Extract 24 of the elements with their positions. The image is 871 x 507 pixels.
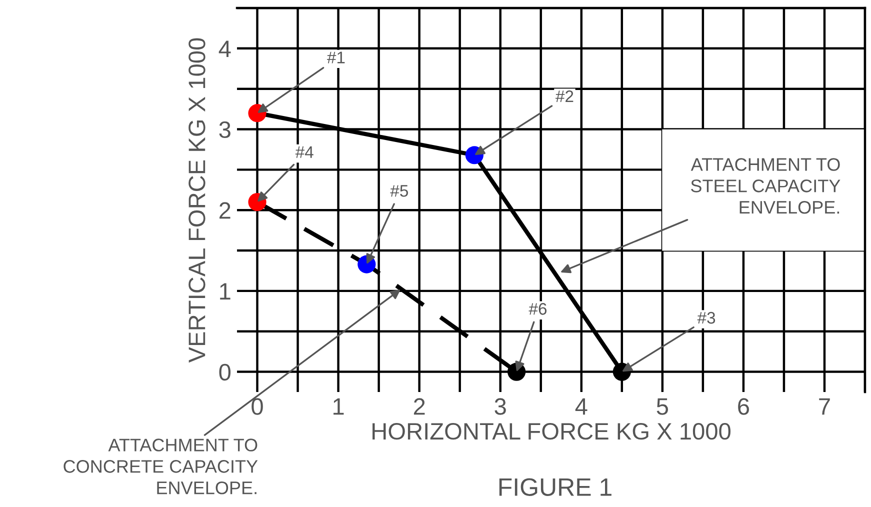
x-tick-label: 7: [819, 398, 830, 415]
annotation: #2: [556, 90, 574, 102]
x-tick-label: 0: [252, 398, 263, 415]
annotation: #1: [327, 52, 345, 64]
x-axis-title: HORIZONTAL FORCE KG X 1000: [372, 422, 730, 440]
annotation: #3: [697, 312, 716, 324]
annotation: ATTACHMENT TO STEEL CAPACITY ENVELOPE.: [690, 158, 840, 214]
annotation: ATTACHMENT TO CONCRETE CAPACITY ENVELOPE.: [64, 438, 258, 494]
x-tick-label: 5: [656, 398, 668, 415]
text: FIGURE 1: [499, 478, 612, 496]
annotation: #4: [295, 146, 314, 158]
y-tick-label: 3: [219, 121, 230, 138]
x-tick-label: 6: [738, 398, 749, 415]
annotation: #6: [528, 303, 547, 315]
y-tick-label: 1: [220, 283, 230, 300]
x-tick-label: 3: [494, 398, 506, 415]
y-axis-title: VERTICAL FORCE KG X 1000: [188, 38, 206, 363]
annotation: #5: [390, 185, 408, 197]
y-tick-label: 2: [220, 202, 230, 219]
y-tick-label: 0: [219, 364, 231, 381]
x-tick-label: 4: [575, 398, 588, 415]
y-tick-label: 4: [218, 40, 231, 57]
x-tick-label: 1: [334, 398, 344, 415]
x-tick-label: 2: [414, 398, 425, 415]
